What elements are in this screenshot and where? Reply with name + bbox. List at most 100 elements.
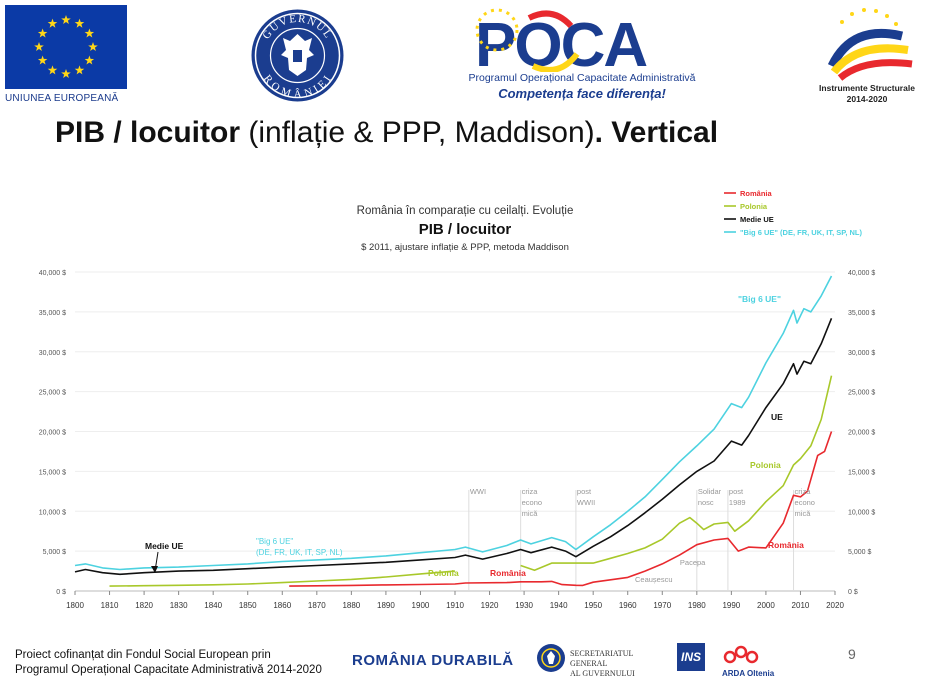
x-tick-label: 1960 <box>619 601 637 610</box>
eagle-crest-icon <box>281 34 314 76</box>
is-period: 2014-2020 <box>846 94 888 104</box>
eu-star <box>37 55 48 65</box>
annotation-text: Solidar <box>698 487 722 496</box>
x-tick-label: 1850 <box>239 601 257 610</box>
chart-subtitle-bottom: $ 2011, ajustare inflație & PPP, metoda … <box>361 242 569 253</box>
label-ue-right: UE <box>771 412 783 422</box>
series-line <box>74 318 833 576</box>
annotation-text: mică <box>795 509 812 518</box>
slide-title-bold: PIB / locuitor <box>55 116 241 149</box>
series-line <box>289 431 833 587</box>
legend-entry: Medie UE <box>740 215 774 224</box>
legend-entry: România <box>740 189 773 198</box>
y-tick-label-left: 20,000 $ <box>39 430 66 437</box>
annotation-text: criza <box>522 487 539 496</box>
label-romania-mid: România <box>490 568 526 578</box>
y-tick-label-left: 5,000 $ <box>43 549 66 556</box>
y-tick-label-left: 35,000 $ <box>39 310 66 317</box>
arda-circles-icon <box>723 645 759 664</box>
arda-label: ARDA Oltenia <box>722 669 775 678</box>
is-swoosh-icon <box>827 8 913 81</box>
slide-title-normal: (inflație & PPP, Maddison) <box>240 116 595 149</box>
annotation-text: econo <box>795 498 815 507</box>
instrumente-structurale-logo: Instrumente Structurale 2014-2020 <box>812 6 922 106</box>
eu-star <box>47 65 58 75</box>
annotation-text: post <box>729 487 744 496</box>
footer-line-1: Proiect cofinanțat din Fondul Social Eur… <box>15 649 271 661</box>
romania-durabila-logo: ROMÂNIA DURABILĂ <box>352 652 514 669</box>
annotation-text: nosc <box>698 498 714 507</box>
page-number: 9 <box>848 646 856 662</box>
x-tick-label: 1980 <box>688 601 706 610</box>
footer-line-2: Programul Operațional Capacitate Adminis… <box>15 664 322 676</box>
gdp-per-capita-chart: 0 $ 5,000 $ 10,000 $ 15,000 $ 20,000 $ 25,000… <box>39 189 876 610</box>
y-tick-label-right: 30,000 $ <box>848 350 875 357</box>
eu-star <box>74 18 85 28</box>
eu-star <box>84 55 95 65</box>
x-tick-label: 1810 <box>101 601 119 610</box>
x-tick-label: 1890 <box>377 601 395 610</box>
x-tick-label: 1990 <box>722 601 740 610</box>
x-tick-label: 1860 <box>273 601 291 610</box>
x-tick-label: 1840 <box>204 601 222 610</box>
chart-title: PIB / locuitor <box>419 221 512 238</box>
series-line <box>520 375 833 572</box>
annotation-text: WWII <box>577 498 595 507</box>
eu-star <box>47 18 58 28</box>
arda-oltenia-logo: ARDA Oltenia <box>722 643 782 683</box>
legend-entry: "Big 6 UE" (DE, FR, UK, IT, SP, NL) <box>740 228 862 237</box>
eu-flag-icon <box>5 5 127 89</box>
poca-subtitle: Programul Operațional Capacitate Adminis… <box>468 72 696 84</box>
legend-entry: Polonia <box>740 202 768 211</box>
x-tick-label: 2000 <box>757 601 775 610</box>
is-label: Instrumente Structurale <box>819 83 915 93</box>
sgg-seal-icon <box>537 644 565 672</box>
annotation-text: post <box>577 487 592 496</box>
y-tick-label-right: 35,000 $ <box>848 310 875 317</box>
eu-label: UNIUNEA EUROPEANĂ <box>5 93 119 104</box>
annotation-text: WWI <box>470 487 486 496</box>
y-tick-label-right: 5,000 $ <box>848 549 871 556</box>
government-seal-logo: GUVERNUL ROMÂNIEI <box>250 8 345 103</box>
poca-logo: POCA Programul Operațional Capacitate Ad… <box>467 8 697 103</box>
y-tick-label-left: 25,000 $ <box>39 390 66 397</box>
annotation-text: mică <box>522 509 539 518</box>
label-romania-right: România <box>768 540 804 550</box>
annotation-text: Ceaușescu <box>635 575 673 584</box>
chart-subtitle-top: România în comparație cu ceilalți. Evolu… <box>357 205 574 217</box>
sgg-logo: SECRETARIATUL GENERAL AL GUVERNULUI <box>536 643 671 679</box>
footer-cofinancing: Proiect cofinanțat din Fondul Social Eur… <box>15 648 322 678</box>
annotation-text: econo <box>522 498 542 507</box>
y-tick-label-right: 10,000 $ <box>848 509 875 516</box>
ins-logo: INS <box>677 643 705 671</box>
x-tick-label: 1970 <box>653 601 671 610</box>
series-line <box>74 275 833 571</box>
x-tick-label: 1900 <box>412 601 430 610</box>
label-big6-left-2: (DE, FR, UK, IT, SP, NL) <box>256 548 343 557</box>
y-tick-label-right: 20,000 $ <box>848 430 875 437</box>
x-tick-label: 1880 <box>342 601 360 610</box>
sgg-line-2: AL GUVERNULUI <box>570 669 635 678</box>
poca-slogan: Competența face diferența! <box>498 86 666 101</box>
y-tick-label-right: 0 $ <box>848 589 858 596</box>
poca-star-ring-icon <box>475 8 580 73</box>
y-tick-label-right: 40,000 $ <box>848 270 875 277</box>
label-big6-left-1: "Big 6 UE" <box>256 537 293 546</box>
eu-star <box>37 28 48 38</box>
x-tick-label: 1910 <box>446 601 464 610</box>
x-tick-label: 1800 <box>66 601 84 610</box>
annotation-text: Pacepa <box>680 558 706 567</box>
eu-star <box>88 42 98 51</box>
x-tick-label: 1940 <box>550 601 568 610</box>
x-tick-label: 1950 <box>584 601 602 610</box>
annotation-text: criza <box>795 487 812 496</box>
x-tick-label: 1830 <box>170 601 188 610</box>
y-tick-label-right: 25,000 $ <box>848 390 875 397</box>
eu-star <box>34 42 44 51</box>
slide-title: PIB / locuitor (inflație & PPP, Maddison… <box>55 116 718 150</box>
eu-star <box>84 28 95 38</box>
annotation-text: 1989 <box>729 498 746 507</box>
eu-logo: UNIUNEA EUROPEANĂ <box>5 5 127 105</box>
label-medie-ue-left: Medie UE <box>145 541 184 551</box>
sgg-line-1: SECRETARIATUL GENERAL <box>570 649 634 668</box>
